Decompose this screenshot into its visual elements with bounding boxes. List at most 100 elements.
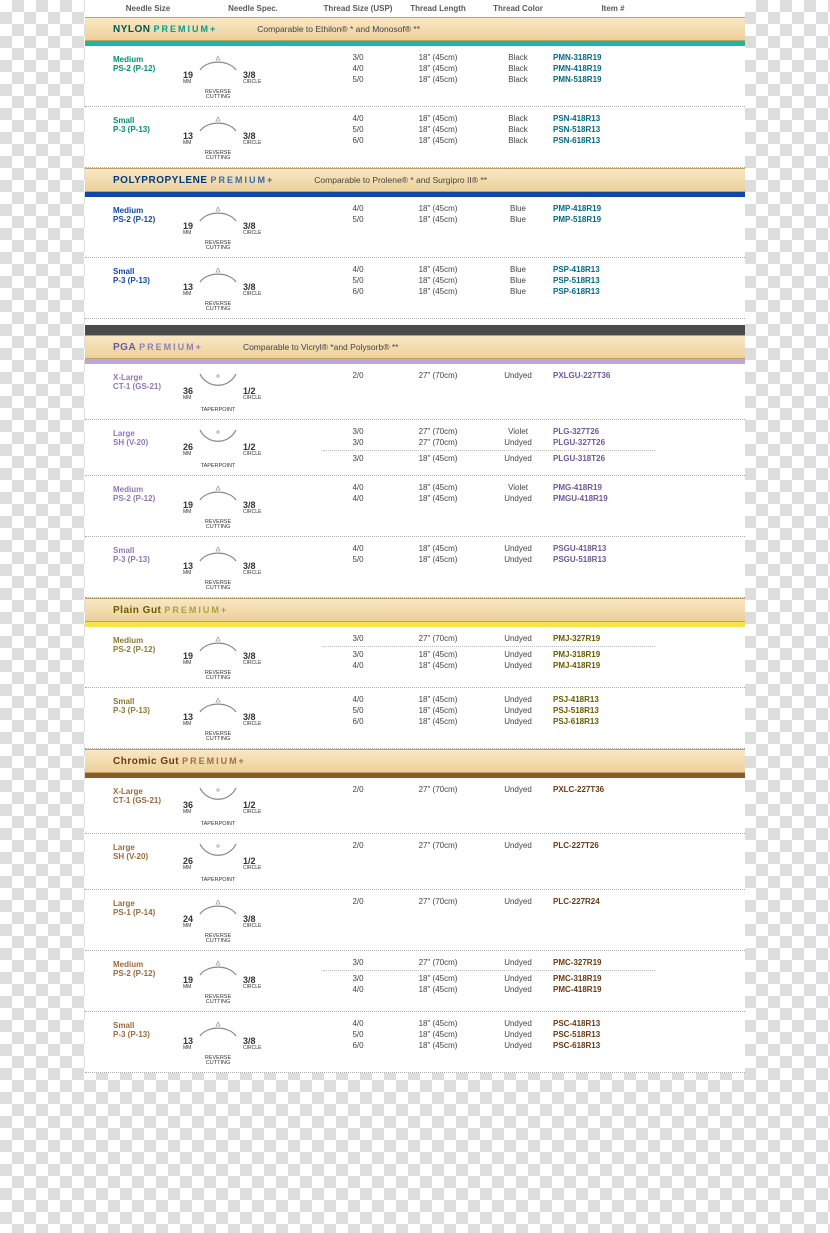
item-number: PMGU-418R19 — [553, 494, 673, 503]
needle-fraction: 3/8CIRCLE — [243, 651, 261, 665]
needle-size-cell: SmallP-3 (P-13) — [113, 543, 183, 591]
thread-size: 5/0 — [323, 125, 393, 134]
needle-mm: 36MM — [183, 800, 193, 814]
needle-type-label: REVERSECUTTING — [196, 1056, 240, 1066]
needle-spec-cell: 36MMTAPERPOINT1/2CIRCLE — [183, 370, 323, 413]
item-number: PMJ-318R19 — [553, 650, 673, 659]
thread-length: 27" (70cm) — [393, 427, 483, 436]
item-number: PMJ-327R19 — [553, 634, 673, 643]
needle-size-cell: LargeSH (V-20) — [113, 840, 183, 883]
needle-size-label: Small — [113, 1021, 183, 1030]
thread-length: 18" (45cm) — [393, 265, 483, 274]
needle-size-cell: SmallP-3 (P-13) — [113, 1018, 183, 1066]
item-number: PXLC-227T36 — [553, 785, 673, 794]
needle-fraction: 1/2CIRCLE — [243, 800, 261, 814]
needle-group: MediumPS-2 (P-12)19MMREVERSECUTTING3/8CI… — [85, 46, 745, 107]
needle-mm: 13MM — [183, 131, 193, 145]
needle-size-code: P-3 (P-13) — [113, 1030, 183, 1039]
needle-size-cell: SmallP-3 (P-13) — [113, 694, 183, 742]
thread-size: 5/0 — [323, 1030, 393, 1039]
needle-size-label: Small — [113, 116, 183, 125]
thread-length: 18" (45cm) — [393, 1019, 483, 1028]
item-number: PSP-418R13 — [553, 265, 673, 274]
thread-size: 3/0 — [323, 438, 393, 447]
item-number: PSP-618R13 — [553, 287, 673, 296]
data-row: 5/018" (45cm)BluePSP-518R13 — [323, 275, 745, 286]
thread-size: 3/0 — [323, 974, 393, 983]
data-row: 5/018" (45cm)UndyedPSJ-518R13 — [323, 705, 745, 716]
col-needle-size: Needle Size — [113, 4, 183, 13]
data-row: 5/018" (45cm)BlackPMN-518R19 — [323, 74, 745, 85]
needle-spec-cell: 36MMTAPERPOINT1/2CIRCLE — [183, 784, 323, 827]
thread-length: 27" (70cm) — [393, 634, 483, 643]
data-row: 4/018" (45cm)UndyedPSJ-418R13 — [323, 694, 745, 705]
thread-size: 5/0 — [323, 555, 393, 564]
thread-length: 27" (70cm) — [393, 438, 483, 447]
thread-size: 2/0 — [323, 841, 393, 850]
sub-divider — [323, 970, 655, 971]
thread-length: 18" (45cm) — [393, 974, 483, 983]
thread-color: Violet — [483, 483, 553, 492]
thread-length: 18" (45cm) — [393, 661, 483, 670]
item-number: PSC-618R13 — [553, 1041, 673, 1050]
section-separator — [85, 325, 745, 335]
needle-icon: TAPERPOINT — [196, 428, 240, 469]
needle-size-code: P-3 (P-13) — [113, 276, 183, 285]
data-row: 4/018" (45cm)UndyedPMC-418R19 — [323, 984, 745, 995]
thread-size: 4/0 — [323, 204, 393, 213]
thread-color: Undyed — [483, 661, 553, 670]
item-number: PSP-518R13 — [553, 276, 673, 285]
needle-type-label: TAPERPOINT — [196, 878, 240, 883]
data-row: 6/018" (45cm)BluePSP-618R13 — [323, 286, 745, 297]
group-rows: 2/027" (70cm)UndyedPXLGU-227T36 — [323, 370, 745, 413]
thread-size: 3/0 — [323, 650, 393, 659]
needle-fraction: 3/8CIRCLE — [243, 561, 261, 575]
item-number: PMC-418R19 — [553, 985, 673, 994]
needle-spec-cell: 19MMREVERSECUTTING3/8CIRCLE — [183, 633, 323, 681]
needle-size-label: Medium — [113, 485, 183, 494]
thread-color: Undyed — [483, 695, 553, 704]
section-header: Chromic GutPREMIUM+ — [85, 749, 745, 773]
section-title: Plain Gut — [113, 605, 161, 616]
needle-fraction: 3/8CIRCLE — [243, 712, 261, 726]
thread-color: Black — [483, 114, 553, 123]
thread-color: Undyed — [483, 544, 553, 553]
thread-length: 27" (70cm) — [393, 371, 483, 380]
needle-type-label: REVERSECUTTING — [196, 302, 240, 312]
thread-length: 18" (45cm) — [393, 544, 483, 553]
thread-length: 18" (45cm) — [393, 650, 483, 659]
thread-length: 18" (45cm) — [393, 204, 483, 213]
needle-size-cell: MediumPS-2 (P-12) — [113, 203, 183, 251]
needle-type-label: REVERSECUTTING — [196, 581, 240, 591]
needle-type-label: REVERSECUTTING — [196, 151, 240, 161]
data-row: 4/018" (45cm)BluePSP-418R13 — [323, 264, 745, 275]
thread-color: Undyed — [483, 494, 553, 503]
needle-size-cell: MediumPS-2 (P-12) — [113, 482, 183, 530]
section-header: PGAPREMIUM+Comparable to Vicryl® *and Po… — [85, 335, 745, 359]
data-row: 2/027" (70cm)UndyedPLC-227R24 — [323, 896, 745, 907]
needle-size-code: P-3 (P-13) — [113, 125, 183, 134]
needle-mm: 24MM — [183, 914, 193, 928]
needle-size-code: CT-1 (GS-21) — [113, 796, 183, 805]
needle-mm: 19MM — [183, 975, 193, 989]
needle-group: SmallP-3 (P-13)13MMREVERSECUTTING3/8CIRC… — [85, 107, 745, 168]
thread-size: 4/0 — [323, 64, 393, 73]
needle-size-cell: SmallP-3 (P-13) — [113, 113, 183, 161]
thread-length: 18" (45cm) — [393, 985, 483, 994]
needle-spec-cell: 13MMREVERSECUTTING3/8CIRCLE — [183, 1018, 323, 1066]
item-number: PMG-418R19 — [553, 483, 673, 492]
needle-size-code: P-3 (P-13) — [113, 706, 183, 715]
needle-icon: REVERSECUTTING — [196, 266, 240, 312]
thread-color: Black — [483, 53, 553, 62]
sub-divider — [323, 646, 655, 647]
item-number: PSN-518R13 — [553, 125, 673, 134]
needle-spec-cell: 13MMREVERSECUTTING3/8CIRCLE — [183, 113, 323, 161]
thread-size: 5/0 — [323, 75, 393, 84]
thread-color: Undyed — [483, 650, 553, 659]
thread-color: Black — [483, 125, 553, 134]
needle-size-code: PS-2 (P-12) — [113, 494, 183, 503]
needle-mm: 13MM — [183, 282, 193, 296]
data-row: 4/018" (45cm)UndyedPMGU-418R19 — [323, 493, 745, 504]
thread-color: Black — [483, 75, 553, 84]
thread-size: 2/0 — [323, 785, 393, 794]
